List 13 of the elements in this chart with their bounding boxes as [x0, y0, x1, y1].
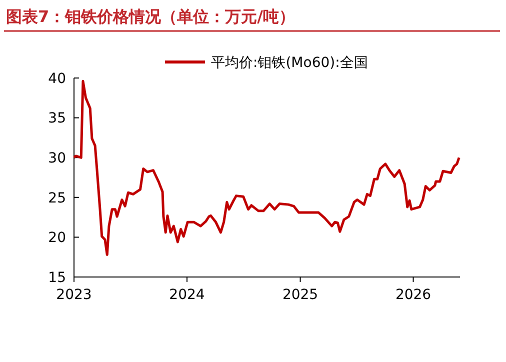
y-tick-label: 30	[48, 150, 66, 166]
x-tick-label: 2023	[56, 287, 92, 303]
y-tick-label: 40	[48, 70, 66, 87]
y-tick-label: 35	[48, 110, 66, 127]
legend-label: 平均价:钼铁(Mo60):全国	[211, 54, 368, 71]
y-tick-label: 20	[48, 230, 66, 246]
line-series	[72, 80, 460, 256]
y-tick-label: 25	[48, 190, 66, 206]
x-tick-label: 2025	[282, 287, 318, 303]
x-tick-label: 2026	[395, 287, 432, 303]
x-tick-label: 2024	[169, 287, 205, 303]
chart-title: 图表7：钼铁价格情况（单位：万元/吨）	[6, 7, 295, 26]
y-tick-label: 15	[48, 270, 66, 286]
